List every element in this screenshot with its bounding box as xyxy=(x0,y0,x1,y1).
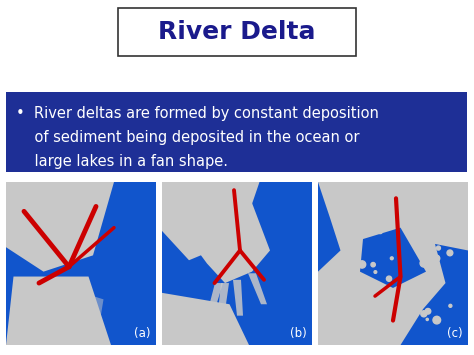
Circle shape xyxy=(433,255,440,262)
Circle shape xyxy=(344,232,350,238)
Circle shape xyxy=(427,239,431,242)
Polygon shape xyxy=(189,195,270,283)
Circle shape xyxy=(421,277,429,285)
Circle shape xyxy=(354,310,356,312)
Bar xyxy=(162,182,312,345)
Circle shape xyxy=(426,288,429,291)
Polygon shape xyxy=(6,182,114,272)
Polygon shape xyxy=(44,283,103,345)
Bar xyxy=(6,182,156,345)
Text: River Delta: River Delta xyxy=(158,20,316,44)
Circle shape xyxy=(391,257,393,260)
Circle shape xyxy=(428,244,434,250)
Circle shape xyxy=(421,311,427,317)
Bar xyxy=(162,182,312,345)
Circle shape xyxy=(437,246,440,250)
Bar xyxy=(318,182,468,345)
Polygon shape xyxy=(162,182,259,260)
Polygon shape xyxy=(248,273,267,304)
Circle shape xyxy=(426,275,432,281)
Circle shape xyxy=(340,231,347,238)
Circle shape xyxy=(426,318,428,321)
Polygon shape xyxy=(6,277,111,345)
Circle shape xyxy=(341,279,345,282)
Polygon shape xyxy=(318,182,468,345)
Circle shape xyxy=(345,266,352,273)
Text: (a): (a) xyxy=(135,327,151,340)
Text: large lakes in a fan shape.: large lakes in a fan shape. xyxy=(16,154,228,169)
Bar xyxy=(318,182,468,345)
Circle shape xyxy=(381,328,389,335)
Circle shape xyxy=(356,315,360,319)
Text: of sediment being deposited in the ocean or: of sediment being deposited in the ocean… xyxy=(16,130,359,145)
Text: (b): (b) xyxy=(290,327,307,340)
Text: •  River deltas are formed by constant deposition: • River deltas are formed by constant de… xyxy=(16,106,379,121)
Polygon shape xyxy=(360,228,426,288)
Polygon shape xyxy=(162,293,249,345)
Bar xyxy=(6,92,467,172)
Circle shape xyxy=(378,229,383,234)
FancyBboxPatch shape xyxy=(118,8,356,56)
Polygon shape xyxy=(204,283,223,326)
Circle shape xyxy=(371,262,375,267)
Circle shape xyxy=(338,277,345,285)
Circle shape xyxy=(397,300,402,305)
Bar xyxy=(6,182,156,345)
Circle shape xyxy=(386,276,392,281)
Circle shape xyxy=(449,304,452,307)
Circle shape xyxy=(425,308,431,314)
Circle shape xyxy=(374,271,377,273)
Circle shape xyxy=(423,240,428,245)
Polygon shape xyxy=(233,280,243,316)
Circle shape xyxy=(433,316,441,324)
Polygon shape xyxy=(216,283,229,332)
Circle shape xyxy=(420,260,428,267)
Circle shape xyxy=(447,250,453,256)
Text: (c): (c) xyxy=(447,327,463,340)
Circle shape xyxy=(358,261,366,268)
